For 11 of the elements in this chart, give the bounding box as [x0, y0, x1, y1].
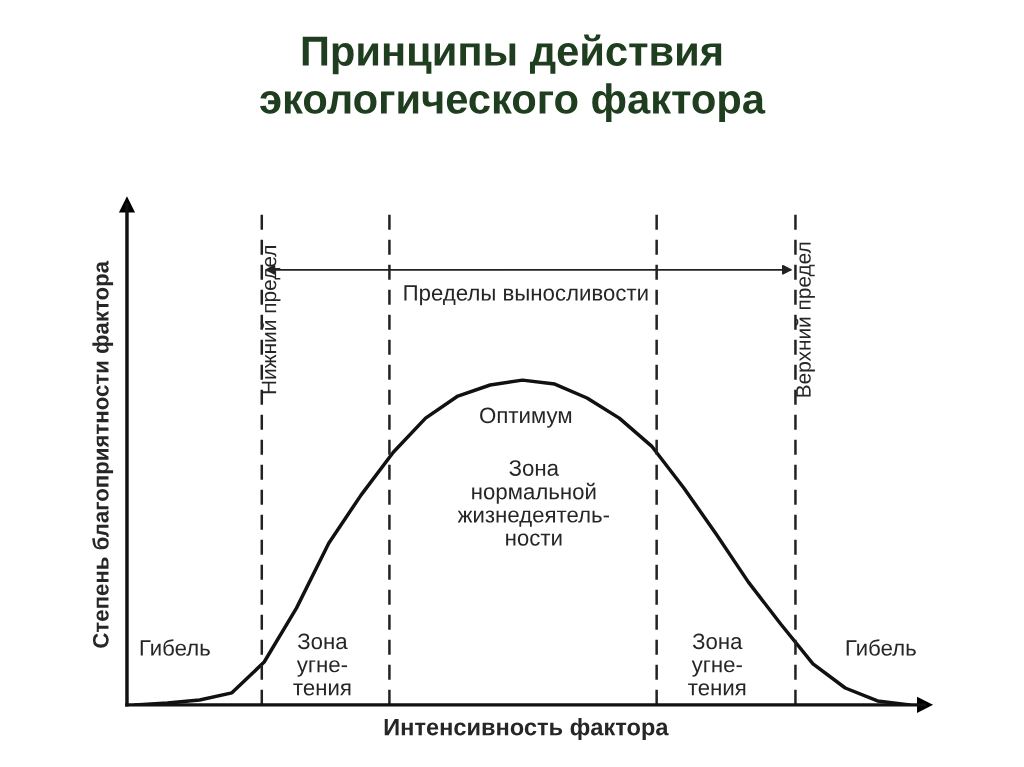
y-axis-title: Степень благоприятности фактора — [92, 260, 114, 648]
annotation: Гибель — [846, 639, 916, 656]
chart-title: Принципы действия экологического фактора — [260, 34, 766, 123]
annotation: Зона нормальной жизнедеятель- ности — [457, 460, 610, 546]
annotation: Зона угне- тения — [293, 633, 351, 696]
annotation: Оптимум — [480, 407, 572, 428]
annotation: Верхний предел — [795, 242, 815, 397]
text: Пределы выносливости — [404, 285, 648, 306]
x-axis-title: Интенсивность фактора — [384, 718, 669, 741]
annotation: Зона угне- тения — [688, 633, 746, 696]
annotation: Гибель — [140, 639, 210, 656]
